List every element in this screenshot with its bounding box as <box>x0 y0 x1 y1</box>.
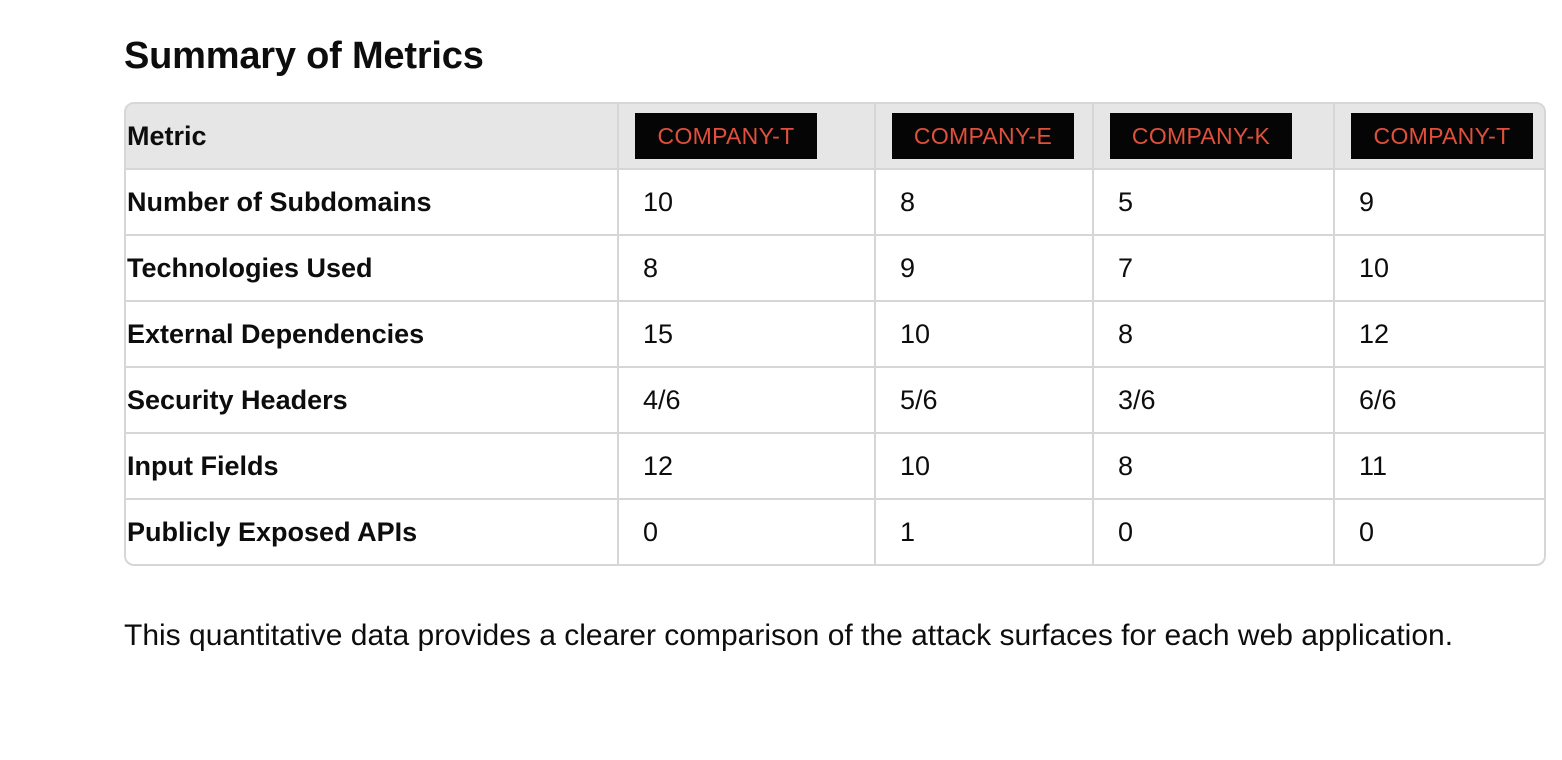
company-badge: COMPANY-T <box>1351 113 1533 159</box>
table-cell: 12 <box>1334 301 1544 368</box>
row-label: Security Headers <box>126 367 619 434</box>
table-row: Publicly Exposed APIs 0 1 0 0 <box>126 499 1544 564</box>
row-label: Technologies Used <box>126 235 619 302</box>
company-column-header: COMPANY-T <box>1334 104 1544 170</box>
table-cell: 10 <box>875 433 1094 500</box>
row-label: Number of Subdomains <box>126 169 619 236</box>
table-cell: 1 <box>875 499 1094 564</box>
row-label: External Dependencies <box>126 301 619 368</box>
table-row: Number of Subdomains 10 8 5 9 <box>126 169 1544 236</box>
table-cell: 10 <box>618 169 876 236</box>
table-cell: 11 <box>1334 433 1544 500</box>
table-row: Security Headers 4/6 5/6 3/6 6/6 <box>126 367 1544 434</box>
summary-paragraph: This quantitative data provides a cleare… <box>124 619 1454 652</box>
table-row: Technologies Used 8 9 7 10 <box>126 235 1544 302</box>
table-cell: 9 <box>875 235 1094 302</box>
company-badge: COMPANY-E <box>892 113 1074 159</box>
metric-column-header: Metric <box>126 104 619 170</box>
table-cell: 3/6 <box>1093 367 1335 434</box>
table-cell: 8 <box>1093 301 1335 368</box>
company-badge: COMPANY-K <box>1110 113 1292 159</box>
table-cell: 5 <box>1093 169 1335 236</box>
section-heading: Summary of Metrics <box>124 35 484 77</box>
company-column-header: COMPANY-K <box>1093 104 1335 170</box>
table-cell: 8 <box>875 169 1094 236</box>
table-header-row: Metric COMPANY-T COMPANY-E COMPANY-K COM… <box>126 104 1544 170</box>
table-cell: 10 <box>875 301 1094 368</box>
table-cell: 12 <box>618 433 876 500</box>
metrics-table: Metric COMPANY-T COMPANY-E COMPANY-K COM… <box>124 102 1546 566</box>
table-cell: 0 <box>1359 516 1375 547</box>
table-cell: 7 <box>1093 235 1335 302</box>
company-column-header: COMPANY-T <box>618 104 876 170</box>
table-cell: 6/6 <box>1334 367 1544 434</box>
row-label: Input Fields <box>126 433 619 500</box>
table-cell: 0 <box>618 499 876 564</box>
table-row: Input Fields 12 10 8 11 <box>126 433 1544 500</box>
table-cell: 9 <box>1334 169 1544 236</box>
table-cell: 4/6 <box>618 367 876 434</box>
row-label: Publicly Exposed APIs <box>126 499 619 564</box>
table-cell: 8 <box>618 235 876 302</box>
table-row: External Dependencies 15 10 8 12 <box>126 301 1544 368</box>
company-badge: COMPANY-T <box>635 113 817 159</box>
table-cell: 5/6 <box>875 367 1094 434</box>
table-cell: 8 <box>1093 433 1335 500</box>
table-cell: 15 <box>618 301 876 368</box>
table-cell: 10 <box>1334 235 1544 302</box>
company-column-header: COMPANY-E <box>875 104 1094 170</box>
table-cell: 0 <box>1093 499 1335 564</box>
